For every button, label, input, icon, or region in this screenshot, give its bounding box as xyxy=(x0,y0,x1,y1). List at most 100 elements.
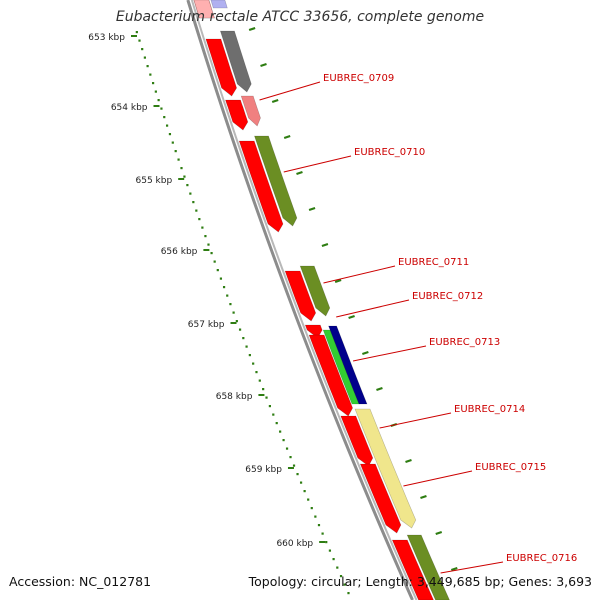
ruler-dot xyxy=(183,175,186,178)
cog-feature-gray xyxy=(219,30,252,93)
ruler-dot xyxy=(296,473,299,476)
ruler-dot xyxy=(177,158,180,161)
ruler-dot xyxy=(163,116,166,119)
ruler-ticks: 653 kbp 654 kbp 655 kbp 656 kbp 657 kbp 658 k… xyxy=(88,33,326,549)
ruler-dot xyxy=(135,31,138,34)
ruler-dot xyxy=(285,447,289,450)
ruler-dot xyxy=(171,141,174,144)
ruler-dot xyxy=(204,235,207,238)
cog-features xyxy=(210,0,450,601)
ruler-dot xyxy=(339,575,343,578)
ruler-dot xyxy=(238,328,242,331)
ruler-dot xyxy=(192,201,195,204)
outer-tick xyxy=(248,26,256,32)
gene-label: EUBREC_0712 xyxy=(412,291,483,302)
ruler-dot xyxy=(222,286,226,289)
ruler-dot xyxy=(189,192,192,195)
cog-feature-khaki xyxy=(354,408,417,529)
ruler-dot xyxy=(242,337,245,340)
outer-tick xyxy=(362,350,369,356)
gene-label-leader xyxy=(440,561,504,574)
ruler-dot xyxy=(282,439,285,442)
ruler-dot xyxy=(252,362,255,365)
outer-tick xyxy=(260,62,267,68)
ruler-dot xyxy=(198,218,201,221)
gene-label-leader xyxy=(259,81,321,101)
gene-label-leader xyxy=(283,155,352,173)
ruler-tick-label: 657 kbp xyxy=(188,320,225,330)
ruler-dot xyxy=(268,405,271,408)
outer-tick xyxy=(334,278,342,284)
ruler-dot xyxy=(168,133,172,136)
cog-feature-olive xyxy=(299,265,331,317)
ruler-dot xyxy=(347,592,350,595)
ruler-dot xyxy=(151,82,155,85)
gene-label: EUBREC_0710 xyxy=(354,147,425,158)
cds-feature xyxy=(238,140,284,233)
ruler-tick-label: 660 kbp xyxy=(276,539,313,549)
outer-tick xyxy=(296,170,303,176)
cds-feature xyxy=(225,99,249,131)
ruler-dot xyxy=(325,541,328,544)
ruler-dot xyxy=(165,124,169,127)
ruler-dot xyxy=(332,558,335,561)
gene-label: EUBREC_0711 xyxy=(398,257,469,268)
ruler-dot xyxy=(245,345,248,348)
ruler-dot xyxy=(292,464,296,467)
ruler-tick-label: 658 kbp xyxy=(216,392,253,402)
gene-features xyxy=(193,0,434,601)
ruler-dot xyxy=(235,320,238,323)
cds-feature xyxy=(308,334,353,417)
ruler-dot xyxy=(265,396,268,399)
ruler-dot xyxy=(210,252,213,255)
ruler-dot xyxy=(149,73,152,76)
cds-feature-light xyxy=(193,0,215,19)
gene-label-leader xyxy=(336,299,410,318)
ruler-dot xyxy=(141,48,144,51)
cds-feature xyxy=(359,463,402,534)
outer-tick xyxy=(283,134,291,140)
ruler-tick-label: 655 kbp xyxy=(136,176,173,186)
ruler-tick-label: 653 kbp xyxy=(88,33,125,43)
gene-label: EUBREC_0709 xyxy=(323,73,394,84)
ruler-dot xyxy=(275,422,278,425)
ruler-dot xyxy=(146,65,149,68)
ruler-dot xyxy=(219,277,223,280)
gene-label: EUBREC_0715 xyxy=(475,462,546,473)
ruler-dot xyxy=(186,184,189,187)
outer-tick xyxy=(420,494,427,500)
gene-label-leader xyxy=(379,412,452,429)
outer-tick xyxy=(435,530,443,536)
cog-feature-lavender xyxy=(210,0,228,9)
gene-label: EUBREC_0713 xyxy=(429,337,500,348)
ruler-dot xyxy=(255,371,258,374)
cds-feature xyxy=(205,38,237,97)
backbone-line xyxy=(186,0,414,601)
cds-feature xyxy=(304,324,323,339)
gene-label-leader xyxy=(352,345,427,362)
ruler-dot xyxy=(232,311,235,314)
outer-tick xyxy=(271,98,279,104)
ruler-dot xyxy=(258,379,261,382)
cog-feature-olive xyxy=(254,135,298,227)
ruler-dot xyxy=(299,481,303,484)
ruler-dot xyxy=(262,388,265,391)
accession-text: Accession: NC_012781 xyxy=(9,574,152,589)
cog-feature-navy xyxy=(328,325,368,405)
ruler-dot xyxy=(248,354,251,357)
ruler-dot xyxy=(314,515,317,518)
ruler-dot xyxy=(343,583,346,586)
genome-summary-text: Topology: circular; Length: 3,449,685 bp… xyxy=(248,574,592,589)
cds-feature xyxy=(284,270,317,322)
cog-feature-pink xyxy=(240,95,261,127)
ruler-dot xyxy=(336,566,339,569)
genome-backbone xyxy=(186,0,418,601)
ruler-dot xyxy=(195,209,198,212)
ruler-tick-label: 654 kbp xyxy=(111,103,148,113)
gene-label-leader xyxy=(403,470,473,487)
outer-tick xyxy=(308,206,316,212)
gene-labels: EUBREC_0709 EUBREC_0710 EUBREC_0711 EUBREC_… xyxy=(259,73,577,574)
outer-tick xyxy=(348,314,355,320)
